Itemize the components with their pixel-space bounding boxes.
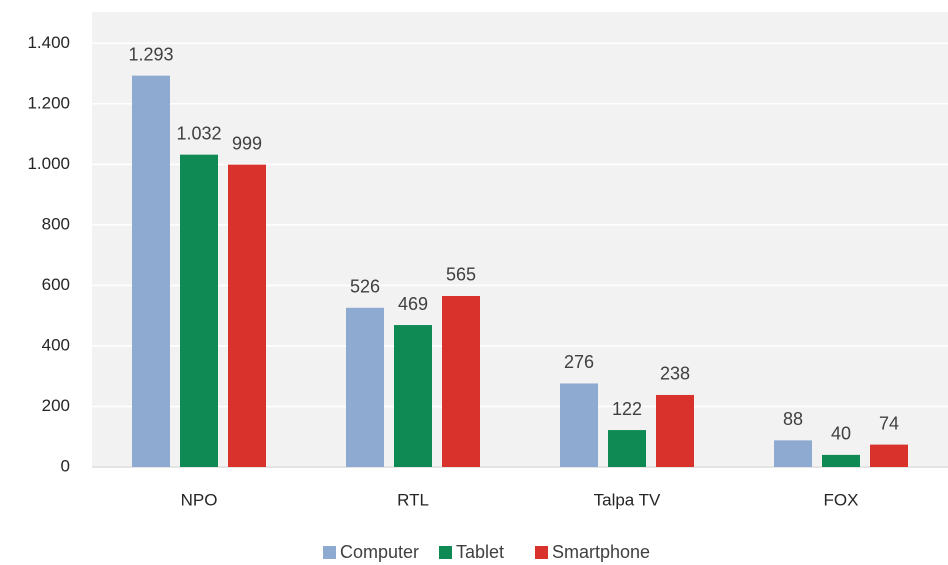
bar	[132, 75, 170, 467]
value-label: 74	[879, 413, 899, 433]
y-tick-label: 1.200	[27, 93, 70, 112]
y-tick-label: 600	[42, 275, 70, 294]
bar	[394, 325, 432, 467]
value-label: 88	[783, 409, 803, 429]
bar	[774, 440, 812, 467]
value-label: 469	[398, 294, 428, 314]
value-label: 238	[660, 364, 690, 384]
y-tick-label: 1.400	[27, 33, 70, 52]
y-tick-label: 0	[61, 456, 70, 475]
bar	[180, 154, 218, 467]
legend-swatch	[439, 546, 452, 559]
x-tick-label: RTL	[397, 490, 429, 509]
legend-swatch	[323, 546, 336, 559]
x-tick-label: NPO	[181, 490, 218, 509]
bar	[228, 164, 266, 468]
plot-area	[92, 12, 948, 468]
y-tick-label: 200	[42, 396, 70, 415]
bar	[608, 430, 646, 467]
value-label: 122	[612, 399, 642, 419]
value-label: 526	[350, 277, 380, 297]
value-label: 1.293	[128, 44, 173, 64]
bar	[560, 383, 598, 467]
value-label: 565	[446, 265, 476, 285]
x-tick-label: FOX	[824, 490, 859, 509]
y-tick-label: 400	[42, 335, 70, 354]
y-tick-label: 800	[42, 214, 70, 233]
legend-label: Tablet	[456, 542, 504, 562]
value-label: 999	[232, 133, 262, 153]
value-label: 276	[564, 352, 594, 372]
bar	[656, 394, 694, 467]
value-label: 1.032	[176, 123, 221, 143]
legend-label: Computer	[340, 542, 419, 562]
bar	[442, 295, 480, 467]
legend-swatch	[535, 546, 548, 559]
legend-label: Smartphone	[552, 542, 650, 562]
bar	[822, 454, 860, 467]
value-label: 40	[831, 424, 851, 444]
bar	[870, 444, 908, 467]
y-tick-label: 1.000	[27, 154, 70, 173]
bar	[346, 307, 384, 467]
x-tick-label: Talpa TV	[594, 490, 661, 509]
